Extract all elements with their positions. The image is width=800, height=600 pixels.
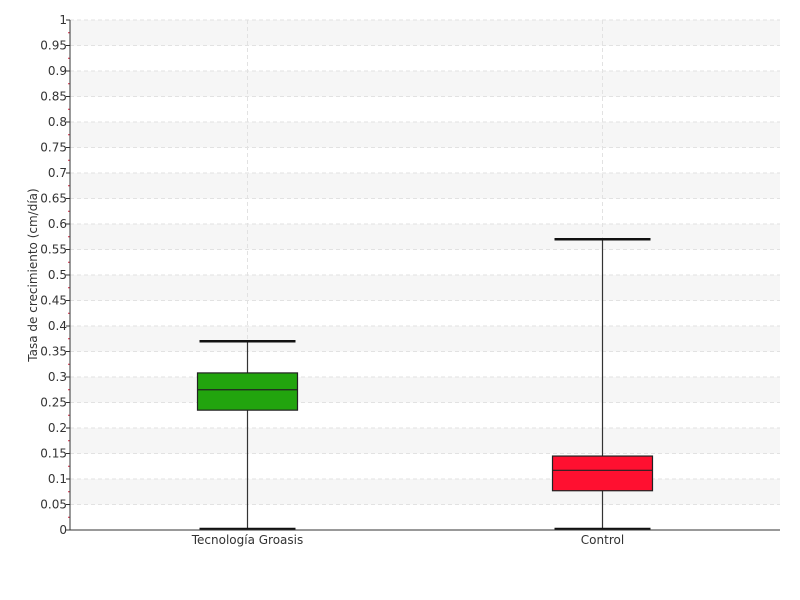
y-tick-label: 0.05 <box>40 498 67 512</box>
y-tick-label: 0.75 <box>40 141 67 155</box>
y-tick-label: 0.2 <box>48 421 67 435</box>
grid-band <box>70 20 780 46</box>
grid-band <box>70 377 780 403</box>
y-tick-label: 0.15 <box>40 447 67 461</box>
x-category-label: Control <box>581 533 624 547</box>
y-tick-label: 0.6 <box>48 217 67 231</box>
grid-band <box>70 122 780 148</box>
y-tick-label: 0 <box>59 523 67 537</box>
y-tick-label: 0.3 <box>48 370 67 384</box>
y-tick-label: 0.65 <box>40 192 67 206</box>
boxes-layer <box>196 238 654 531</box>
box-iqr <box>196 372 299 411</box>
grid-band <box>70 479 780 505</box>
y-tick-label: 0.95 <box>40 39 67 53</box>
y-tick-label: 1 <box>59 13 67 27</box>
grid-lines <box>70 19 780 530</box>
y-axis-title: Tasa de crecimiento (cm/día) <box>26 188 40 362</box>
y-tick-label: 0.85 <box>40 90 67 104</box>
axes-layer <box>66 19 780 531</box>
y-tick-label: 0.35 <box>40 345 67 359</box>
y-tick-label: 0.55 <box>40 243 67 257</box>
grid-bands <box>70 20 780 505</box>
y-tick-label: 0.5 <box>48 268 67 282</box>
grid-band <box>70 326 780 352</box>
y-tick-label: 0.1 <box>48 472 67 486</box>
y-tick-label: 0.4 <box>48 319 67 333</box>
grid-band <box>70 428 780 454</box>
y-tick-label: 0.7 <box>48 166 67 180</box>
labels-layer: 0 0.05 0.1 0.15 0.2 0.25 0.3 0.35 0.4 0.45 0.5 0.55… <box>40 13 624 547</box>
grid-band <box>70 173 780 199</box>
y-tick-label: 0.9 <box>48 64 67 78</box>
grid-band <box>70 224 780 250</box>
y-tick-label: 0.25 <box>40 396 67 410</box>
grid-band <box>70 275 780 301</box>
grid-band <box>70 71 780 97</box>
x-category-label: Tecnología Groasis <box>191 533 304 547</box>
box-iqr <box>551 455 654 492</box>
y-tick-label: 0.8 <box>48 115 67 129</box>
y-tick-label: 0.45 <box>40 294 67 308</box>
